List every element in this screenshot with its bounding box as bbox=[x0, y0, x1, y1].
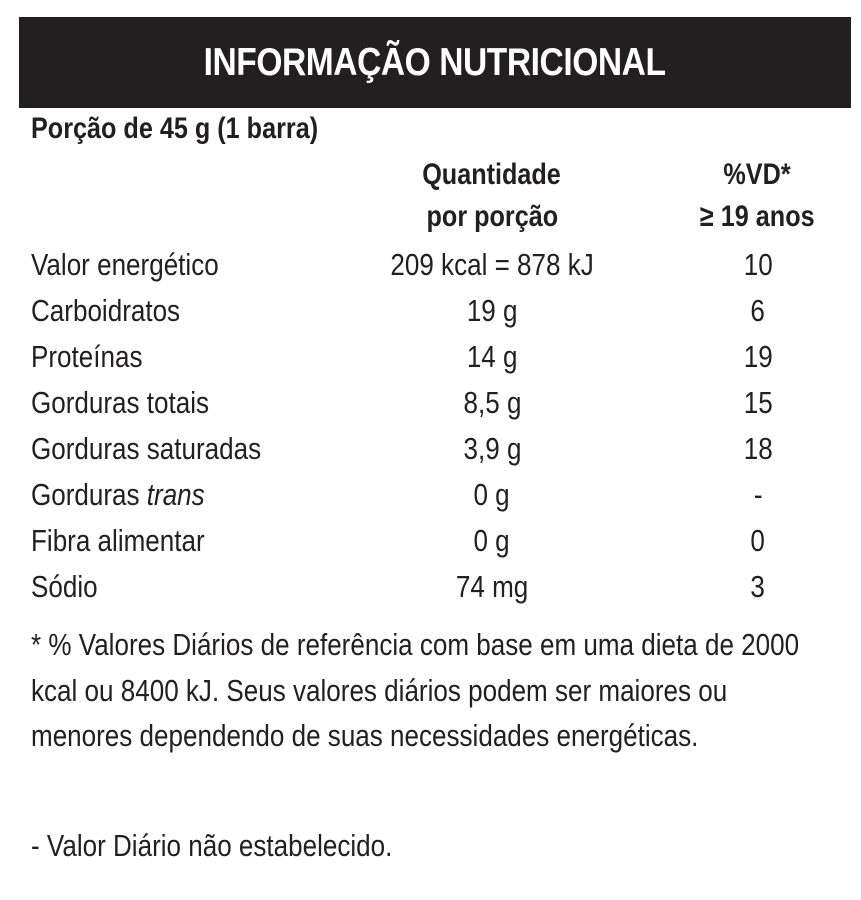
portion-size: Porção de 45 g (1 barra) bbox=[31, 112, 319, 145]
nutrient-label: Gorduras totais bbox=[31, 385, 210, 420]
nutrient-label: Fibra alimentar bbox=[31, 523, 205, 558]
nutrient-label: Carboidratos bbox=[31, 293, 181, 328]
nutrient-label: Gorduras trans bbox=[31, 477, 205, 512]
table-row: Valor energético 209 kcal = 878 kJ 10 bbox=[0, 242, 861, 288]
table-row: Fibra alimentar 0 g 0 bbox=[0, 518, 861, 564]
column-header-quantity: Quantidade por porção bbox=[392, 154, 592, 238]
nutrient-vd: 18 bbox=[743, 431, 773, 466]
nutrient-vd: 6 bbox=[750, 293, 766, 328]
column-header-quantity-line2: por porção bbox=[426, 200, 558, 233]
table-row: Gorduras totais 8,5 g 15 bbox=[0, 380, 861, 426]
table-title: INFORMAÇÃO NUTRICIONAL bbox=[204, 40, 666, 84]
footnote-not-established: - Valor Diário não estabelecido. bbox=[31, 828, 393, 863]
table-row: Proteínas 14 g 19 bbox=[0, 334, 861, 380]
table-row: Gorduras trans 0 g - bbox=[0, 472, 861, 518]
nutrient-vd: 15 bbox=[743, 385, 773, 420]
nutrient-quantity: 3,9 g bbox=[463, 431, 521, 466]
column-header-vd-line1: %VD* bbox=[723, 158, 791, 191]
nutrient-quantity: 14 g bbox=[466, 339, 518, 374]
nutrient-vd: 10 bbox=[743, 247, 773, 282]
table-header: INFORMAÇÃO NUTRICIONAL bbox=[19, 17, 851, 108]
nutrient-table: Valor energético 209 kcal = 878 kJ 10 Ca… bbox=[0, 242, 861, 610]
column-header-vd: %VD* ≥ 19 anos bbox=[657, 154, 857, 238]
nutrient-label: Sódio bbox=[31, 569, 98, 604]
nutrient-vd: 3 bbox=[750, 569, 766, 604]
nutrient-label: Proteínas bbox=[31, 339, 143, 374]
table-row: Carboidratos 19 g 6 bbox=[0, 288, 861, 334]
column-header-vd-line2: ≥ 19 anos bbox=[699, 200, 815, 233]
nutrient-quantity: 209 kcal = 878 kJ bbox=[390, 247, 594, 282]
nutrient-quantity: 74 mg bbox=[455, 569, 529, 604]
nutrient-vd: 0 bbox=[750, 523, 766, 558]
nutrient-vd: - bbox=[753, 477, 763, 512]
nutrient-quantity: 8,5 g bbox=[463, 385, 521, 420]
nutrient-vd: 19 bbox=[743, 339, 773, 374]
column-header-quantity-line1: Quantidade bbox=[422, 158, 562, 191]
nutrient-quantity: 0 g bbox=[473, 477, 511, 512]
nutrient-label: Valor energético bbox=[31, 247, 219, 282]
footnote-daily-values: * % Valores Diários de referência com ba… bbox=[31, 627, 800, 753]
nutrient-label: Gorduras saturadas bbox=[31, 431, 262, 466]
table-row: Gorduras saturadas 3,9 g 18 bbox=[0, 426, 861, 472]
nutrient-quantity: 19 g bbox=[466, 293, 518, 328]
nutrient-quantity: 0 g bbox=[473, 523, 511, 558]
table-row: Sódio 74 mg 3 bbox=[0, 564, 861, 610]
